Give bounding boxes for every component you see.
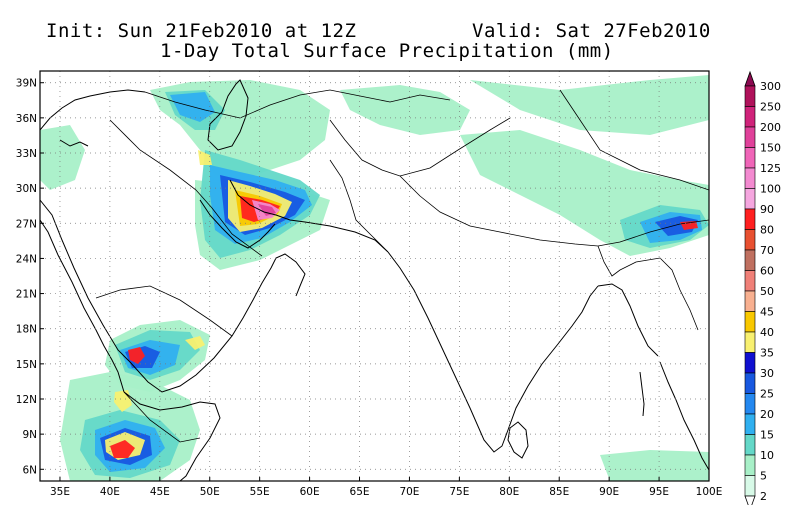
precip-area-yellow [185, 336, 205, 350]
longitude-labels: 35E 40E 45E 50E 55E 60E 65E 70E 75E 80E 85E 90E 95E 1… [50, 486, 722, 498]
colorbar-level-label: 250 [760, 101, 781, 114]
colorbar-swatch [744, 167, 756, 189]
lat-tick-label: 15N [16, 359, 37, 371]
colorbar-swatch [744, 147, 756, 169]
colorbar-level-label: 10 [760, 449, 774, 462]
colorbar-top-arrow [744, 70, 756, 87]
colorbar-swatch [744, 208, 756, 230]
lon-tick-label: 95E [649, 486, 669, 498]
lon-tick-label: 35E [50, 486, 70, 498]
lon-tick-label: 40E [100, 486, 120, 498]
colorbar-swatch [744, 393, 756, 415]
colorbar-swatch [744, 475, 756, 497]
lat-tick-label: 30N [16, 183, 37, 195]
colorbar-swatch [744, 454, 756, 476]
colorbar-swatch [744, 413, 756, 435]
precip-area-magenta [258, 204, 276, 216]
lon-tick-label: 85E [549, 486, 569, 498]
colorbar-level-label: 5 [760, 470, 767, 483]
lat-lon-grid [40, 71, 710, 481]
colorbar-level-label: 300 [760, 80, 781, 93]
colorbar-level-label: 90 [760, 203, 774, 216]
lon-tick-label: 45E [150, 486, 170, 498]
colorbar-level-label: 15 [760, 429, 774, 442]
colorbar-level-label: 80 [760, 224, 774, 237]
lon-tick-label: 75E [449, 486, 469, 498]
colorbar-level-label: 150 [760, 142, 781, 155]
colorbar-level-label: 200 [760, 121, 781, 134]
precip-area-light [340, 85, 470, 135]
colorbar-swatch [744, 106, 756, 128]
colorbar-swatch [744, 434, 756, 456]
precip-area-light [40, 125, 85, 190]
colorbar-level-label: 45 [760, 306, 774, 319]
colorbar-level-label: 60 [760, 265, 774, 278]
colorbar-level-label: 50 [760, 285, 774, 298]
precip-area-red [128, 347, 145, 364]
precipitation-shading [40, 75, 709, 481]
colorbar-swatch [744, 352, 756, 374]
colorbar-swatch [744, 270, 756, 292]
lat-tick-label: 24N [16, 253, 37, 265]
map-title: 1-Day Total Surface Precipitation (mm) [160, 40, 614, 62]
lon-tick-label: 80E [499, 486, 519, 498]
colorbar-level-label: 100 [760, 183, 781, 196]
colorbar-swatch [744, 188, 756, 210]
precip-area-light [470, 75, 709, 135]
coastlines [40, 79, 709, 481]
lon-tick-label: 100E [696, 486, 723, 498]
lat-tick-label: 12N [16, 394, 37, 406]
colorbar-level-label: 25 [760, 388, 774, 401]
colorbar-swatch [744, 85, 756, 107]
colorbar-level-label: 40 [760, 326, 774, 339]
colorbar: 3002502001501251009080706050454035302520… [744, 70, 781, 505]
lat-tick-label: 36N [16, 113, 37, 125]
colorbar-level-label: 2 [760, 490, 767, 503]
colorbar-bottom-arrow [744, 495, 756, 505]
colorbar-level-label: 30 [760, 367, 774, 380]
map-frame [39, 70, 710, 482]
colorbar-level-label: 70 [760, 244, 774, 257]
lat-tick-label: 6N [22, 464, 37, 476]
precip-area-light [600, 450, 709, 481]
lon-tick-label: 55E [250, 486, 270, 498]
colorbar-swatch [744, 229, 756, 251]
precip-area-yellow [198, 150, 212, 165]
lon-tick-label: 50E [200, 486, 220, 498]
lon-tick-label: 70E [399, 486, 419, 498]
lon-tick-label: 90E [599, 486, 619, 498]
colorbar-swatch [744, 331, 756, 353]
colorbar-level-label: 35 [760, 347, 774, 360]
colorbar-level-label: 125 [760, 162, 781, 175]
lat-tick-label: 9N [22, 429, 37, 441]
colorbar-level-label: 20 [760, 408, 774, 421]
colorbar-swatch [744, 249, 756, 271]
lon-tick-label: 60E [300, 486, 320, 498]
precip-area-red [110, 440, 135, 458]
colorbar-swatch [744, 290, 756, 312]
colorbar-swatch [744, 372, 756, 394]
precip-area-dark-blue [655, 216, 698, 236]
lat-tick-label: 39N [16, 78, 37, 90]
lat-tick-label: 27N [16, 218, 37, 230]
valid-time-label: Valid: Sat 27Feb2010 [472, 20, 711, 42]
lon-tick-label: 65E [350, 486, 370, 498]
init-time-label: Init: Sun 21Feb2010 at 12Z [46, 20, 357, 42]
lat-tick-label: 33N [16, 148, 37, 160]
colorbar-swatch [744, 126, 756, 148]
lat-tick-label: 21N [16, 289, 37, 301]
latitude-labels: 6N 9N 12N 15N 18N 21N 24N 27N 30N 33N 36N 39N [16, 78, 37, 477]
colorbar-swatch [744, 311, 756, 333]
country-borders [95, 89, 709, 443]
lat-tick-label: 18N [16, 324, 37, 336]
